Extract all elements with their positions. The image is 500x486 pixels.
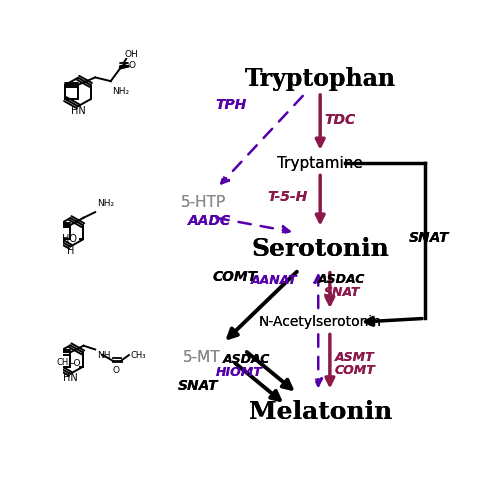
Text: N-Acetylserotonin: N-Acetylserotonin — [258, 315, 382, 329]
Text: Serotonin: Serotonin — [252, 237, 389, 261]
Text: HO: HO — [62, 234, 77, 244]
Text: SNAT: SNAT — [178, 379, 218, 393]
Text: O: O — [112, 366, 119, 375]
Text: COMT: COMT — [334, 364, 376, 377]
Text: T-5-H: T-5-H — [267, 190, 308, 204]
Text: ASDAC: ASDAC — [318, 273, 365, 286]
Text: 5-MT: 5-MT — [183, 350, 221, 365]
Text: HN: HN — [64, 373, 78, 383]
Text: TDC: TDC — [324, 113, 355, 127]
Text: SNAT: SNAT — [324, 286, 360, 299]
Text: 5-HTP: 5-HTP — [182, 195, 226, 210]
Text: ASDAC: ASDAC — [223, 353, 270, 366]
Text: 5-MT: 5-MT — [183, 350, 221, 365]
Text: SNAT: SNAT — [178, 379, 218, 393]
Text: T-5-H: T-5-H — [267, 190, 308, 204]
Text: ASDAC: ASDAC — [318, 273, 365, 286]
Text: HIOMT: HIOMT — [216, 366, 262, 379]
Text: Tryptophan: Tryptophan — [244, 67, 396, 91]
Text: O: O — [129, 61, 136, 70]
Text: HIOMT: HIOMT — [216, 366, 262, 379]
Text: AANAT: AANAT — [250, 275, 297, 288]
Text: AANAT: AANAT — [250, 275, 297, 288]
Text: COMT: COMT — [334, 364, 376, 377]
Text: Tryptophan: Tryptophan — [244, 67, 396, 91]
Text: SNAT: SNAT — [408, 231, 449, 245]
Text: Tryptamine: Tryptamine — [277, 156, 363, 171]
Text: Serotonin: Serotonin — [252, 237, 389, 261]
Text: SNAT: SNAT — [408, 231, 449, 245]
Text: COMT: COMT — [212, 270, 258, 284]
Text: TPH: TPH — [216, 98, 246, 112]
Text: NH₂: NH₂ — [97, 199, 114, 208]
Text: NH: NH — [97, 351, 110, 360]
Text: Melatonin: Melatonin — [248, 400, 392, 424]
Text: –O: –O — [70, 359, 81, 368]
Text: SNAT: SNAT — [324, 286, 360, 299]
Text: OH: OH — [124, 50, 138, 59]
Text: CH₃: CH₃ — [130, 350, 146, 360]
Text: ASMT: ASMT — [335, 351, 375, 364]
Text: ASDAC: ASDAC — [223, 353, 270, 366]
Text: Tryptamine: Tryptamine — [277, 156, 363, 171]
Text: HN: HN — [71, 106, 86, 116]
Text: AADC: AADC — [188, 214, 232, 228]
Text: NH₂: NH₂ — [112, 87, 129, 96]
Text: TPH: TPH — [216, 98, 246, 112]
Text: CH₃: CH₃ — [56, 359, 72, 367]
Text: Melatonin: Melatonin — [248, 400, 392, 424]
Text: AADC: AADC — [188, 214, 232, 228]
Text: TDC: TDC — [324, 113, 355, 127]
Text: 5-HTP: 5-HTP — [182, 195, 226, 210]
Text: ASMT: ASMT — [335, 351, 375, 364]
Text: N-Acetylserotonin: N-Acetylserotonin — [258, 315, 382, 329]
Text: COMT: COMT — [212, 270, 258, 284]
Text: H: H — [67, 246, 74, 256]
